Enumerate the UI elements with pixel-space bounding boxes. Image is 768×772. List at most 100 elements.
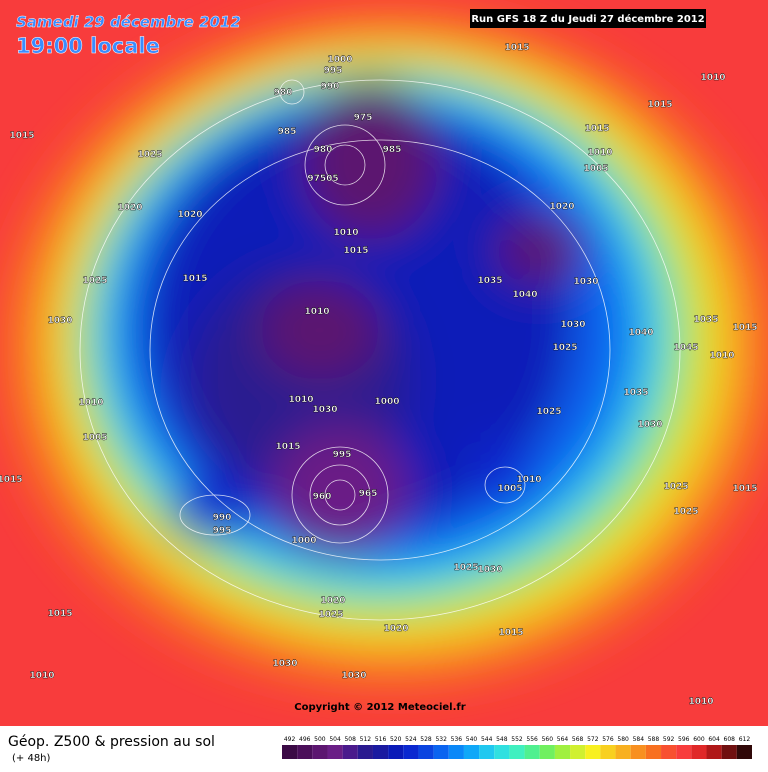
isobar-label: 1010 [700,73,725,83]
isobar-label: 1010 [78,398,103,408]
colorbar-swatch [282,745,298,759]
isobar-label: 1010 [688,697,713,707]
isobar-label: 1000 [327,55,352,65]
colorbar-label: 568 [572,736,584,743]
colorbar-label: 544 [481,736,493,743]
colorbar-label: 504 [329,736,341,743]
lead-time: (+ 48h) [12,753,51,764]
colorbar-swatch [448,745,464,759]
colorbar-swatch [615,745,631,759]
colorbar-label: 552 [511,736,523,743]
isobar-label: 1030 [312,405,337,415]
isobar-label: 1025 [536,407,561,417]
isobar-label: 1015 [647,100,672,110]
colorbar-label: 564 [557,736,569,743]
isobar-label: 1015 [504,43,529,53]
colorbar-label: 540 [466,736,478,743]
colorbar-swatch [539,745,555,759]
colorbar-label: 584 [633,736,645,743]
isobar-label: 1010 [288,395,313,405]
isobar-label: 1030 [560,320,585,330]
isobar-label: 1010 [709,351,734,361]
isobar-label: 1020 [177,210,202,220]
isobar-label: 1020 [117,203,142,213]
isobar-label: 1040 [628,328,653,338]
isobar-label: 965 [359,489,378,499]
isobar-label: 97505 [307,174,338,184]
isobar-label: 990 [321,82,340,92]
colorbar-label: 580 [617,736,629,743]
colorbar-label: 572 [587,736,599,743]
colorbar-swatch [312,745,328,759]
isobar-label: 1010 [587,148,612,158]
colorbar-swatch [661,745,677,759]
colorbar-label: 608 [724,736,736,743]
isobar-label: 975 [354,113,373,123]
colorbar-label: 592 [663,736,675,743]
isobar-label: 1020 [549,202,574,212]
isobar-label: 1005 [82,433,107,443]
product-label: Géop. Z500 & pression au sol [8,734,215,750]
isobar-label: 1030 [637,420,662,430]
isobar-label: 1025 [673,507,698,517]
isobar-label: 1030 [47,316,72,326]
isobar-label: 960 [313,492,332,502]
colorbar-label: 536 [451,736,463,743]
colorbar-swatch [494,745,510,759]
colorbar-label: 500 [314,736,326,743]
isobar-label: 1025 [82,276,107,286]
colorbar-label: 532 [435,736,447,743]
colorbar-swatch [630,745,646,759]
colorbar-swatch [706,745,722,759]
colorbar-swatch [388,745,404,759]
colorbar-label: 604 [708,736,720,743]
isobar-label: 1030 [341,671,366,681]
isobar-label: 1020 [383,624,408,634]
colorbar-swatch [554,745,571,759]
isobar-label: 1015 [182,274,207,284]
colorbar-swatch [585,745,601,759]
isobar-label: 1015 [0,475,23,485]
colorbar-label: 556 [526,736,538,743]
colorbar-swatch [297,745,313,759]
isobar-label: 1015 [9,131,34,141]
colorbar-swatch [600,745,616,759]
isobar-label: 1025 [453,563,478,573]
isobar-label: 995 [213,526,232,536]
colorbar-swatch [570,745,586,759]
isobar-label: 1015 [343,246,368,256]
colorbar-swatch [342,745,358,759]
run-banner [470,9,706,28]
isobars [79,79,681,621]
colorbar-label: 588 [648,736,660,743]
colorbar-swatch [736,745,752,759]
isobar-label: 1010 [516,475,541,485]
isobar-label: 1015 [275,442,300,452]
colorbar-swatch [645,745,662,759]
isobar-label: 1025 [318,610,343,620]
isobar-label: 1025 [137,150,162,160]
date-title: Samedi 29 décembre 2012 [16,13,241,31]
colorbar-swatch [721,745,737,759]
isobar-label: 1030 [573,277,598,287]
isobar-label: 1025 [663,482,688,492]
isobar-label: 1045 [673,343,698,353]
height-field [0,10,768,690]
isobar-label: 1015 [47,609,72,619]
colorbar-swatch [372,745,389,759]
colorbar-swatch [676,745,692,759]
colorbar-label: 576 [602,736,614,743]
isobar-label: 1000 [291,536,316,546]
isobar-label: 980 [274,88,293,98]
colorbar-swatch [418,745,434,759]
colorbar-label: 524 [405,736,417,743]
isobar-label: 995 [324,66,343,76]
colorbar-swatch [509,745,525,759]
colorbar-swatch [433,745,449,759]
colorbar-swatch [691,745,707,759]
colorbar-swatch [357,745,373,759]
colorbar-label: 528 [420,736,432,743]
isobar-label: 1020 [320,596,345,606]
isobar-label: 1005 [497,484,522,494]
